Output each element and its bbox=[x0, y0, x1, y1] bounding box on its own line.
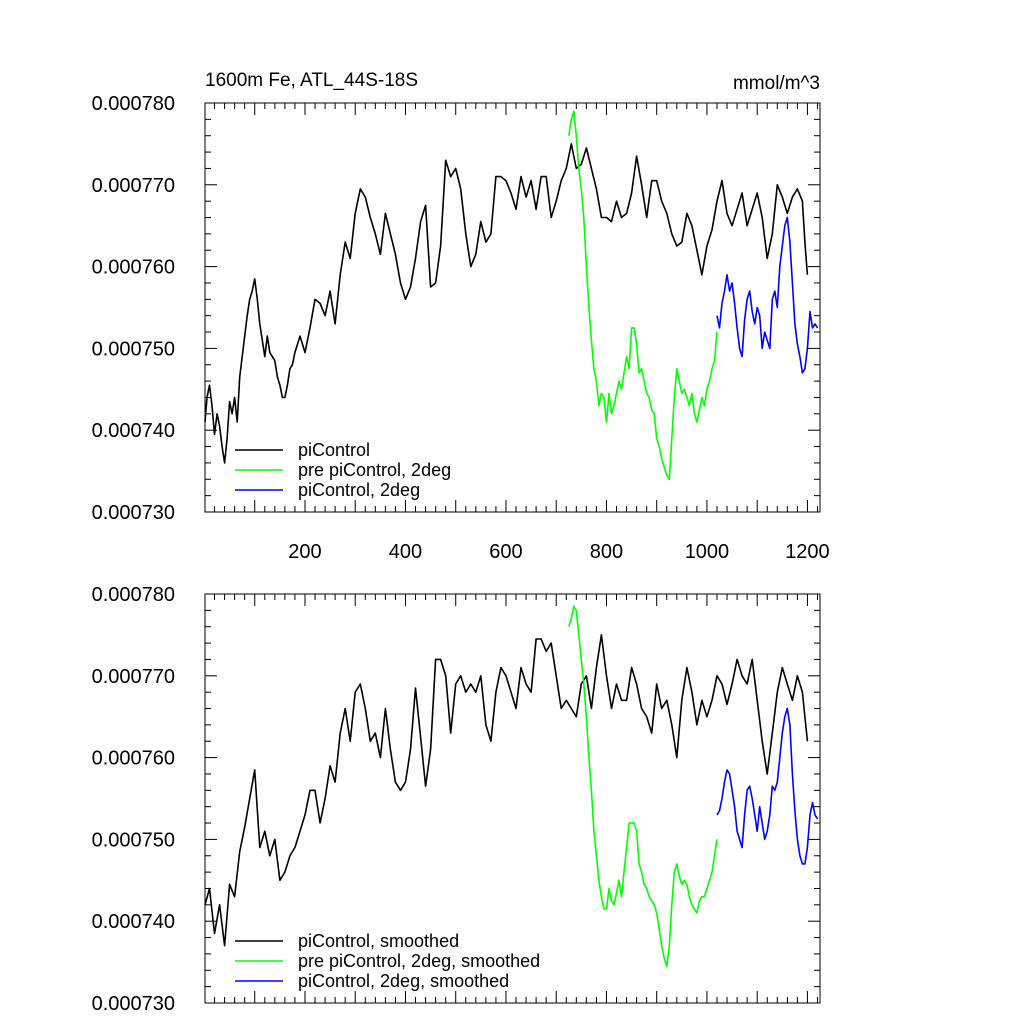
legend-label: piControl, smoothed bbox=[298, 931, 459, 951]
plot-panel-2 bbox=[204, 593, 821, 1004]
series-line-2 bbox=[568, 110, 718, 481]
series-line-3 bbox=[716, 216, 819, 374]
y-tick-label: 0.000730 bbox=[92, 993, 175, 1015]
y-tick-label: 0.000780 bbox=[92, 584, 175, 606]
y-tick-label: 0.000770 bbox=[92, 175, 175, 197]
y-tick-label: 0.000780 bbox=[92, 93, 175, 115]
legend-label: piControl bbox=[298, 440, 370, 460]
y-tick-label: 0.000750 bbox=[92, 829, 175, 851]
x-tick-label: 600 bbox=[489, 541, 522, 563]
legend-label: pre piControl, 2deg, smoothed bbox=[298, 951, 540, 971]
plot-frame bbox=[204, 593, 821, 1004]
series-line-1 bbox=[204, 143, 809, 464]
series-line-1 bbox=[204, 634, 809, 947]
plot-panel-1 bbox=[204, 102, 821, 513]
series-line-3 bbox=[716, 707, 819, 865]
y-tick-label: 0.000740 bbox=[92, 911, 175, 933]
chart-units: mmol/m^3 bbox=[733, 73, 820, 94]
y-tick-label: 0.000770 bbox=[92, 666, 175, 688]
y-tick-label: 0.000760 bbox=[92, 748, 175, 770]
x-tick-label: 1000 bbox=[685, 541, 730, 563]
y-tick-label: 0.000740 bbox=[92, 420, 175, 442]
series-line-2 bbox=[568, 605, 718, 968]
x-tick-label: 800 bbox=[590, 541, 623, 563]
legend-label: piControl, 2deg, smoothed bbox=[298, 971, 509, 991]
y-tick-label: 0.000760 bbox=[92, 257, 175, 279]
x-tick-label: 200 bbox=[288, 541, 321, 563]
x-tick-label: 1200 bbox=[785, 541, 830, 563]
legend-label: pre piControl, 2deg bbox=[298, 460, 451, 480]
x-tick-label: 400 bbox=[389, 541, 422, 563]
legend-label: piControl, 2deg bbox=[298, 480, 420, 500]
y-tick-label: 0.000750 bbox=[92, 338, 175, 360]
y-tick-label: 0.000730 bbox=[92, 502, 175, 524]
plot-frame bbox=[204, 102, 821, 513]
chart-title: 1600m Fe, ATL_44S-18S bbox=[205, 70, 418, 91]
